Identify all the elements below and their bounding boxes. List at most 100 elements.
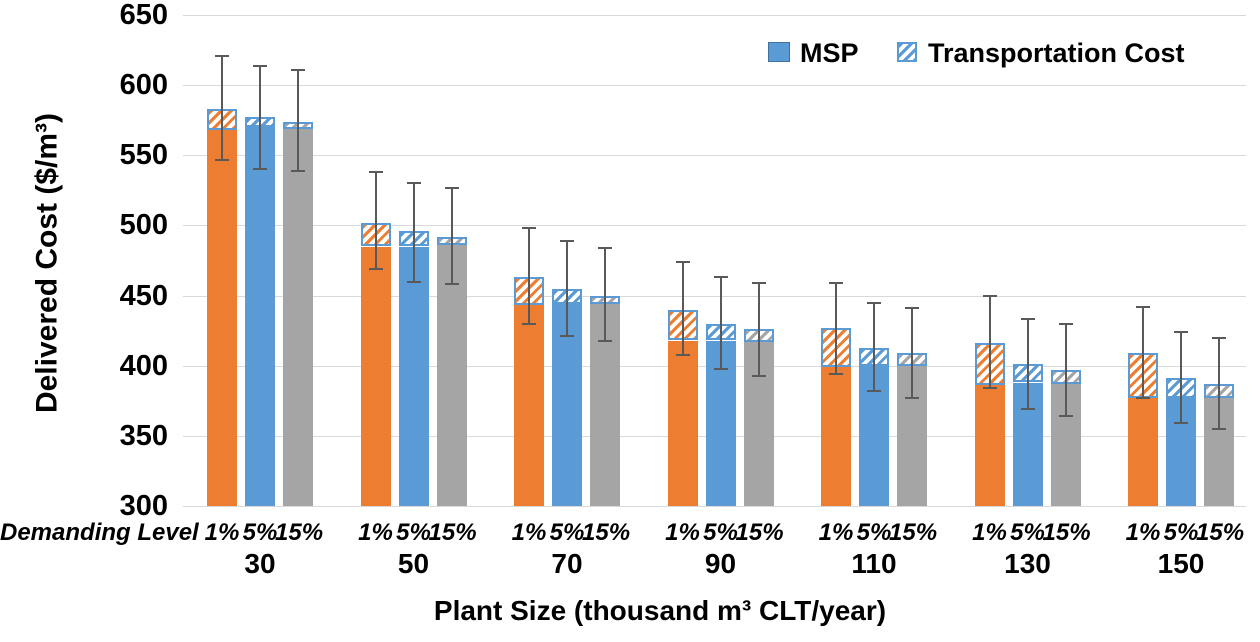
- error-bar: [1218, 337, 1220, 429]
- error-bar-top-cap: [444, 186, 459, 189]
- error-bar: [719, 277, 722, 369]
- error-bar-top-cap: [522, 227, 536, 230]
- error-bar-top-cap: [829, 281, 843, 284]
- bar-segment-msp: [436, 245, 467, 506]
- error-bar-bottom-cap: [253, 168, 267, 171]
- gridline: [183, 295, 1246, 297]
- demanding-level-tick: 1%: [204, 519, 240, 546]
- demanding-level-tick: 1%: [511, 519, 547, 546]
- plant-size-label: 50: [397, 548, 430, 579]
- bar-segment-msp: [514, 305, 544, 506]
- demanding-level-tick: 5%: [856, 519, 892, 546]
- error-bar: [1180, 332, 1182, 424]
- bar-segment-msp: [283, 128, 313, 506]
- demanding-level-tick: 5%: [1163, 519, 1199, 546]
- error-bar-bottom-cap: [444, 283, 459, 286]
- error-bar-bottom-cap: [867, 390, 881, 392]
- error-bar-bottom-cap: [713, 367, 728, 370]
- error-bar-top-cap: [1174, 331, 1188, 333]
- error-bar-top-cap: [713, 276, 728, 279]
- demanding-level-tick: 1%: [1125, 519, 1161, 546]
- error-bar-bottom-cap: [829, 373, 843, 376]
- error-bar: [259, 65, 261, 170]
- bar-segment-msp: [398, 246, 429, 506]
- bar-segment-msp: [974, 385, 1005, 506]
- error-bar-top-cap: [1136, 305, 1150, 308]
- legend-transportation-swatch: [897, 42, 917, 62]
- y-tick-label: 400: [119, 349, 168, 382]
- y-tick-label: 600: [119, 69, 168, 102]
- bar-segment-transportation: [705, 323, 736, 341]
- demanding-level-tick: 15%: [1196, 519, 1245, 546]
- error-bar: [412, 183, 415, 282]
- legend-msp-label: MSP: [800, 38, 859, 68]
- error-bar-top-cap: [253, 64, 267, 67]
- demanding-level-tick: 1%: [665, 519, 700, 546]
- plant-size-label: 130: [1004, 548, 1051, 579]
- error-bar: [835, 282, 837, 375]
- error-bar: [757, 282, 760, 376]
- error-bar-top-cap: [1212, 336, 1226, 339]
- demanding-level-tick: 5%: [703, 519, 738, 546]
- bar-segment-msp: [360, 246, 391, 506]
- x-axis-title: Plant Size (thousand m³ CLT/year): [433, 595, 887, 626]
- gridline: [183, 225, 1246, 227]
- error-bar: [988, 295, 991, 389]
- error-bar-bottom-cap: [1136, 397, 1150, 399]
- y-tick-label: 550: [119, 139, 168, 172]
- error-bar-bottom-cap: [905, 397, 919, 399]
- error-bar: [681, 261, 684, 355]
- error-bar: [221, 55, 223, 160]
- plant-size-label: 30: [244, 548, 276, 579]
- demanding-level-tick: 5%: [549, 519, 585, 546]
- error-bar-bottom-cap: [560, 335, 574, 338]
- error-bar-top-cap: [751, 281, 766, 284]
- y-tick-label: 350: [119, 419, 168, 452]
- error-bar-bottom-cap: [1174, 422, 1188, 425]
- error-bar-bottom-cap: [291, 169, 305, 172]
- y-tick-label: 500: [119, 209, 168, 242]
- error-bar: [604, 247, 606, 341]
- demanding-level-tick: 15%: [1042, 519, 1091, 546]
- demanding-level-label: Demanding Level: [0, 519, 199, 546]
- error-bar-top-cap: [867, 301, 881, 304]
- error-bar-bottom-cap: [982, 387, 997, 390]
- gridline: [183, 15, 1246, 16]
- error-bar-bottom-cap: [751, 374, 766, 377]
- legend-transportation-label: Transportation Cost: [928, 38, 1185, 68]
- bar-segment-msp: [207, 130, 237, 506]
- error-bar: [1064, 323, 1067, 417]
- error-bar: [450, 187, 453, 285]
- error-bar: [374, 172, 377, 269]
- bar-segment-msp: [552, 304, 582, 506]
- error-bar-top-cap: [1058, 322, 1073, 325]
- error-bar-top-cap: [368, 171, 383, 174]
- error-bar: [1142, 306, 1144, 398]
- error-bar-top-cap: [675, 260, 690, 263]
- demanding-level-tick: 1%: [818, 519, 854, 546]
- error-bar: [873, 302, 875, 391]
- gridline: [183, 155, 1246, 157]
- y-tick-label: 300: [119, 490, 168, 522]
- legend-msp-swatch: [768, 42, 790, 62]
- plant-size-label: 110: [851, 548, 897, 579]
- demanding-level-tick: 15%: [735, 519, 784, 546]
- error-bar-bottom-cap: [368, 267, 383, 270]
- error-bar-top-cap: [291, 68, 305, 71]
- gridline: [183, 85, 1246, 87]
- error-bar: [1026, 319, 1029, 410]
- error-bar-bottom-cap: [215, 158, 229, 161]
- demanding-level-tick: 15%: [275, 519, 324, 546]
- plant-size-label: 150: [1157, 548, 1205, 579]
- plant-size-label: 90: [704, 548, 737, 579]
- bar-segment-msp: [245, 127, 275, 506]
- demanding-level-tick: 5%: [396, 519, 431, 546]
- error-bar: [528, 228, 530, 324]
- error-bar-bottom-cap: [1212, 427, 1226, 430]
- error-bar-top-cap: [598, 246, 612, 249]
- gridline: [183, 506, 1246, 507]
- error-bar-bottom-cap: [598, 339, 612, 342]
- demanding-level-tick: 15%: [428, 519, 477, 546]
